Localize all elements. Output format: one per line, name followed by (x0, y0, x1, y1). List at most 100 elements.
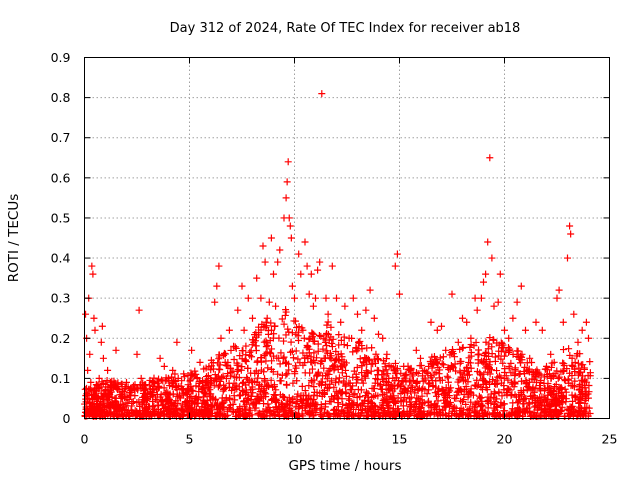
data-point (327, 323, 335, 331)
data-point (283, 370, 291, 378)
data-point (569, 382, 577, 390)
data-point (147, 388, 155, 396)
data-point (360, 400, 368, 408)
data-point (421, 366, 429, 374)
data-point (320, 364, 328, 372)
data-point (292, 347, 300, 355)
data-point (267, 319, 275, 327)
data-point (484, 238, 492, 246)
data-point (413, 378, 421, 386)
data-point (267, 376, 275, 384)
data-point (332, 388, 340, 396)
data-point (108, 384, 116, 392)
data-point (398, 377, 406, 385)
y-tick-label: 0.5 (51, 210, 71, 225)
plot-frame (84, 57, 610, 419)
data-point (206, 386, 214, 394)
data-point (501, 368, 509, 376)
data-point (334, 403, 342, 411)
data-point (145, 381, 153, 389)
data-point (498, 379, 506, 387)
data-point (328, 262, 336, 270)
data-point (252, 399, 260, 407)
data-point (495, 389, 503, 397)
data-point (289, 354, 297, 362)
data-point (320, 388, 328, 396)
data-point (329, 406, 337, 414)
data-point (507, 392, 515, 400)
data-point (521, 407, 529, 415)
data-point (569, 362, 577, 370)
data-point (482, 348, 490, 356)
data-point (450, 405, 458, 413)
data-point (469, 391, 477, 399)
data-point (550, 358, 558, 366)
data-point (276, 246, 284, 254)
data-point (446, 351, 454, 359)
data-point (364, 355, 372, 363)
data-point (367, 367, 375, 375)
data-point (150, 382, 158, 390)
data-point (95, 374, 103, 382)
data-point (383, 389, 391, 397)
data-point (259, 411, 267, 419)
data-point (380, 407, 388, 415)
data-point (406, 366, 414, 374)
data-point (87, 402, 95, 410)
data-point (407, 401, 415, 409)
data-point (425, 397, 433, 405)
data-point (129, 410, 137, 418)
data-point (258, 320, 266, 328)
data-point (454, 338, 462, 346)
data-point (252, 342, 260, 350)
data-point (438, 322, 445, 330)
data-point (215, 262, 223, 270)
data-point (261, 258, 269, 266)
data-point (153, 396, 161, 404)
data-point (247, 369, 255, 377)
data-point (425, 386, 433, 394)
data-point (86, 350, 94, 358)
data-point (102, 386, 109, 394)
data-point (371, 379, 379, 387)
data-point (559, 346, 567, 354)
data-point (446, 387, 454, 395)
data-point (393, 410, 401, 418)
data-point (238, 282, 246, 290)
data-point (535, 403, 543, 411)
data-point (385, 411, 393, 419)
data-point (261, 376, 269, 384)
data-point (312, 294, 319, 302)
data-point (98, 322, 106, 330)
data-point (493, 367, 501, 375)
data-point (328, 343, 336, 351)
data-point (291, 294, 298, 302)
data-point (270, 270, 277, 278)
data-point (262, 357, 270, 365)
data-point (453, 388, 461, 396)
data-point (226, 394, 234, 402)
data-point (359, 379, 367, 387)
data-point (480, 278, 487, 286)
data-point (163, 410, 171, 418)
data-point (307, 353, 315, 361)
data-point (494, 373, 502, 381)
data-point (428, 360, 436, 368)
data-point (149, 408, 157, 416)
data-point (497, 374, 505, 382)
data-point (454, 378, 462, 386)
data-point (137, 374, 145, 382)
data-point (566, 411, 574, 419)
y-tick-label: 0 (63, 411, 71, 426)
data-point (268, 345, 276, 353)
data-point (513, 399, 521, 407)
data-point (335, 331, 343, 339)
data-point (579, 389, 587, 397)
data-point (358, 362, 366, 370)
data-point (447, 361, 455, 369)
data-point (205, 409, 213, 417)
data-point (280, 337, 288, 345)
data-point (408, 384, 416, 392)
data-point (499, 359, 507, 367)
data-point (372, 350, 380, 358)
